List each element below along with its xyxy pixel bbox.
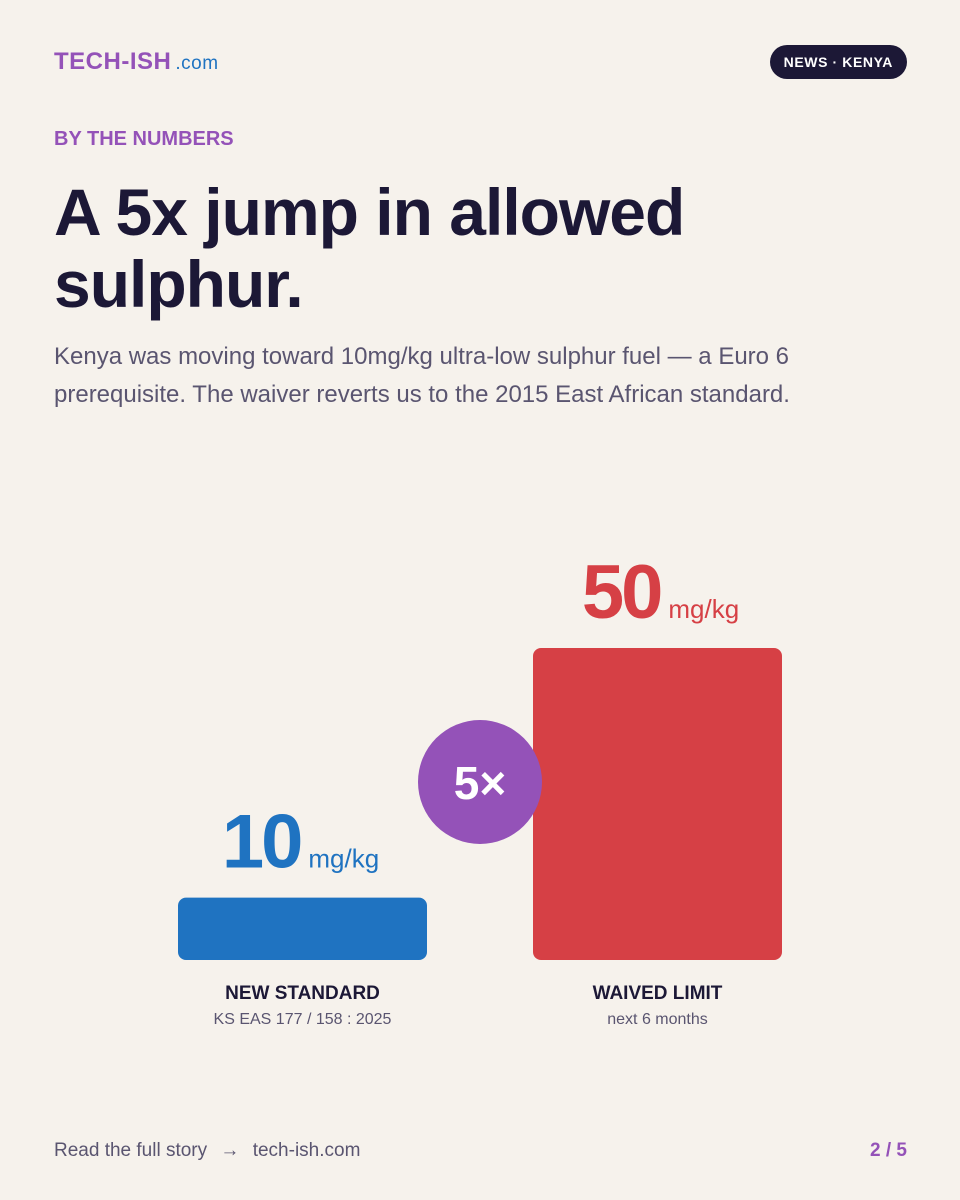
brand-name: TECH-ISH xyxy=(54,48,172,75)
kicker: BY THE NUMBERS xyxy=(54,128,234,150)
cta-text: Read the full story xyxy=(54,1140,208,1161)
value-number: 50 xyxy=(582,550,661,635)
value-label: 10 mg/kg xyxy=(222,800,379,885)
category-sublabel: KS EAS 177 / 158 : 2025 xyxy=(214,1011,392,1028)
title: A 5x jump in allowed sulphur. xyxy=(54,175,685,321)
category-label: WAIVED LIMIT xyxy=(593,983,723,1004)
arrow-icon: → xyxy=(220,1140,240,1161)
brand-suffix: .com xyxy=(175,53,219,74)
value-unit: mg/kg xyxy=(668,594,739,624)
value-label: 50 mg/kg xyxy=(582,550,739,635)
subtitle: Kenya was moving toward 10mg/kg ultra-lo… xyxy=(54,343,790,408)
footer-cta: Read the full story → tech-ish.com xyxy=(54,1140,360,1162)
footer-link[interactable]: tech-ish.com xyxy=(252,1140,361,1161)
category-label: NEW STANDARD xyxy=(225,983,380,1004)
value-unit: mg/kg xyxy=(308,844,379,874)
bar xyxy=(178,897,427,960)
tag: NEWS · KENYA xyxy=(769,45,907,79)
ratio-badge xyxy=(418,720,542,844)
category-sublabel: next 6 months xyxy=(607,1011,708,1028)
page-counter: 2 / 5 xyxy=(870,1140,907,1161)
value-number: 10 xyxy=(222,800,301,885)
ratio-label: 5× xyxy=(454,757,506,809)
brand: TECH-ISH .com xyxy=(54,48,219,76)
bar xyxy=(533,648,782,960)
